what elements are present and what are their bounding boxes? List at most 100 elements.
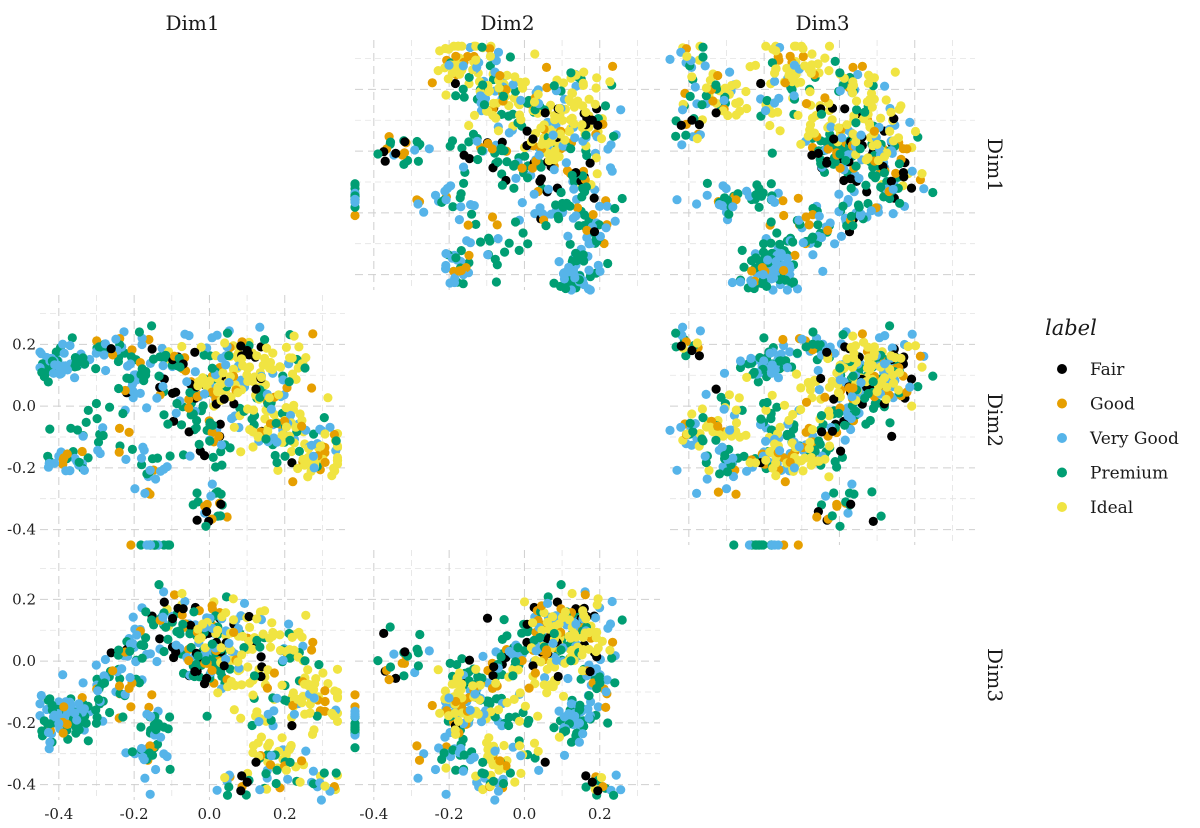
data-point — [595, 201, 605, 211]
data-point — [607, 596, 617, 607]
data-point — [127, 345, 137, 355]
data-point — [91, 364, 101, 374]
data-point — [272, 765, 282, 775]
data-point — [907, 329, 917, 339]
data-point — [509, 694, 519, 705]
data-point — [534, 765, 544, 776]
data-point — [453, 716, 463, 727]
data-point — [159, 646, 169, 657]
data-point — [907, 166, 917, 176]
data-point — [788, 277, 799, 287]
data-point — [59, 702, 69, 712]
data-point — [742, 372, 752, 382]
data-point — [185, 387, 195, 398]
points-layer — [35, 41, 938, 805]
data-point — [450, 679, 460, 689]
data-point — [332, 452, 343, 463]
data-point — [827, 511, 837, 521]
data-point — [239, 643, 249, 653]
data-point — [478, 651, 488, 662]
data-point — [746, 353, 756, 363]
data-point — [303, 472, 313, 482]
data-point — [775, 126, 785, 136]
data-point — [287, 369, 298, 379]
data-point — [770, 76, 780, 86]
data-point — [593, 120, 603, 130]
data-point — [516, 115, 526, 125]
data-point — [785, 347, 795, 357]
data-point — [477, 42, 487, 52]
data-point — [797, 334, 807, 344]
data-point — [701, 83, 712, 93]
data-point — [488, 98, 499, 108]
data-point — [589, 193, 599, 203]
data-point — [592, 627, 602, 638]
data-point — [81, 417, 91, 427]
data-point — [794, 215, 804, 225]
data-point — [731, 418, 742, 428]
data-point — [77, 446, 87, 457]
data-point — [556, 580, 566, 590]
data-point — [567, 170, 577, 180]
data-point — [880, 81, 890, 91]
data-point — [793, 110, 803, 120]
data-point — [761, 41, 771, 51]
data-point — [281, 342, 291, 352]
data-point — [561, 158, 572, 168]
data-point — [585, 666, 595, 677]
data-point — [792, 284, 803, 294]
data-point — [284, 619, 294, 629]
data-point — [180, 596, 190, 607]
data-point — [546, 680, 556, 690]
data-point — [192, 488, 202, 498]
x-tick-label: 0.2 — [588, 805, 612, 823]
data-point — [569, 629, 580, 639]
data-point — [731, 489, 741, 499]
data-point — [281, 403, 291, 413]
data-point — [464, 137, 474, 147]
data-point — [45, 424, 55, 434]
data-point — [841, 155, 851, 166]
data-point — [551, 200, 561, 210]
data-point — [603, 623, 613, 633]
data-point — [450, 725, 460, 735]
data-point — [870, 173, 880, 183]
data-point — [903, 341, 913, 352]
data-point — [236, 713, 246, 723]
data-point — [236, 341, 246, 351]
data-point — [554, 619, 564, 629]
data-point — [724, 390, 735, 400]
data-point — [848, 129, 858, 139]
data-point — [533, 711, 543, 721]
data-point — [287, 458, 297, 468]
data-point — [561, 726, 571, 736]
data-point — [542, 664, 552, 674]
data-point — [288, 477, 298, 487]
data-point — [287, 353, 297, 363]
data-point — [543, 184, 554, 194]
data-point — [505, 768, 515, 778]
data-point — [762, 397, 772, 408]
data-point — [284, 377, 294, 387]
data-point — [596, 773, 607, 783]
data-point — [300, 363, 310, 373]
data-point — [559, 274, 570, 284]
data-point — [389, 649, 399, 659]
data-point — [141, 633, 151, 643]
data-point — [287, 721, 297, 731]
data-point — [59, 348, 69, 358]
data-point — [145, 741, 155, 751]
data-point — [490, 795, 500, 805]
data-point — [379, 628, 389, 639]
data-point — [184, 394, 194, 405]
data-point — [529, 189, 539, 199]
data-point — [563, 673, 573, 684]
data-point — [124, 683, 134, 694]
data-point — [222, 790, 233, 800]
data-point — [175, 362, 185, 372]
data-point — [224, 351, 234, 361]
data-point — [99, 350, 109, 360]
data-point — [485, 51, 495, 62]
data-point — [215, 511, 226, 521]
data-point — [579, 67, 589, 77]
